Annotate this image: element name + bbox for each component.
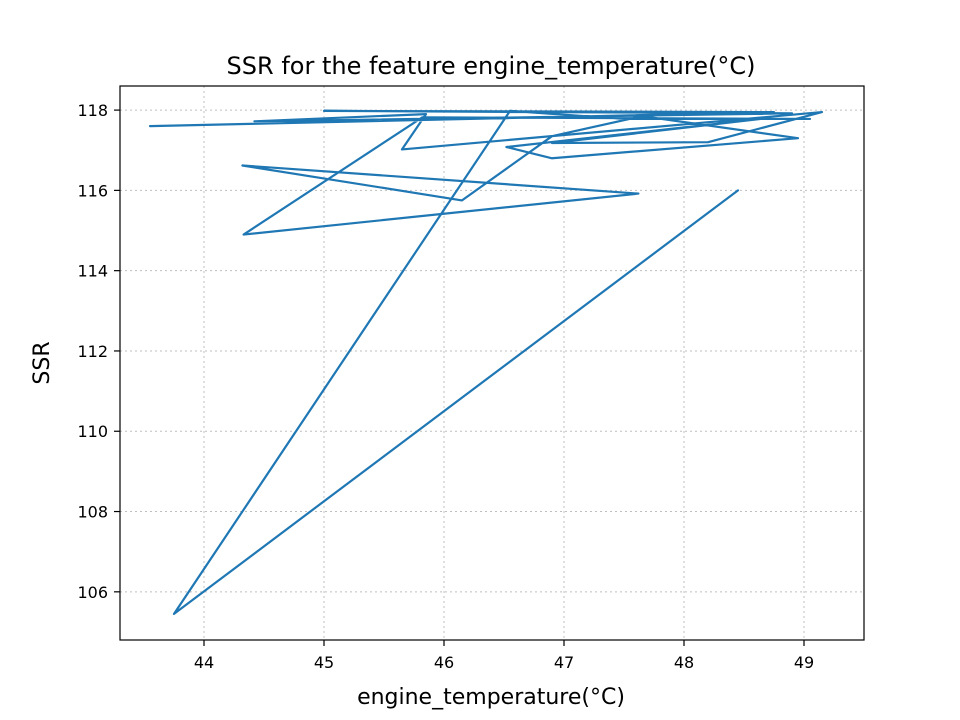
x-axis-label: engine_temperature(°C) — [357, 685, 625, 710]
x-tick-label: 46 — [434, 653, 454, 672]
x-tick-label: 44 — [194, 653, 214, 672]
axes: 44 45 46 47 48 49 106 108 110 112 114 116 118 — [77, 101, 814, 672]
y-tick-label: 114 — [77, 262, 108, 281]
plot-area — [148, 109, 824, 616]
x-tick-label: 48 — [674, 653, 694, 672]
y-tick-label: 110 — [77, 422, 108, 441]
y-tick-label: 112 — [77, 342, 108, 361]
chart-title: SSR for the feature engine_temperature(°… — [227, 52, 756, 80]
series-line — [148, 109, 824, 616]
axes-frame — [119, 85, 865, 641]
y-axis-label: SSR — [30, 341, 55, 384]
x-tick-label: 49 — [794, 653, 814, 672]
x-tick-label: 45 — [314, 653, 334, 672]
x-tick-label: 47 — [554, 653, 574, 672]
y-tick-label: 108 — [77, 503, 108, 522]
y-tick-label: 116 — [77, 181, 108, 200]
grid-lines — [120, 86, 864, 640]
y-tick-label: 106 — [77, 583, 108, 602]
y-tick-label: 118 — [77, 101, 108, 120]
